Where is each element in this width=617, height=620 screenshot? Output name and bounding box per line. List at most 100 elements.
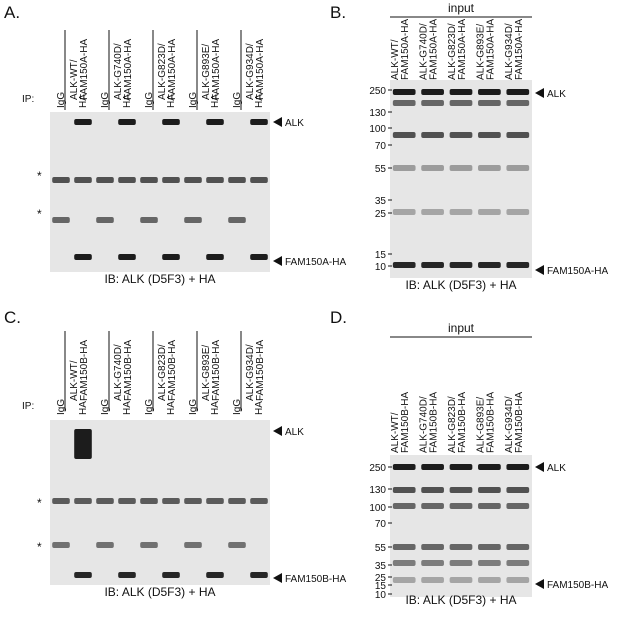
band <box>74 119 92 125</box>
lane-label: ALK-G823D/ <box>157 344 168 401</box>
band <box>506 100 530 106</box>
band <box>449 262 473 268</box>
lane-label: ALK-G740D/ <box>113 344 124 401</box>
band <box>228 542 246 548</box>
ip-lane: IgG <box>232 399 243 415</box>
lane-label: FAM150A-HA <box>429 19 440 80</box>
lane-label: ALK-G893E/ <box>201 44 212 100</box>
band <box>392 132 416 138</box>
lane-label: FAM150B-HA <box>123 340 134 401</box>
band <box>162 572 180 578</box>
ip-lane: IgG <box>188 399 199 415</box>
band <box>506 544 530 550</box>
blot <box>390 80 532 278</box>
band <box>449 503 473 509</box>
band <box>206 572 224 578</box>
lane-label: FAM150A-HA <box>211 39 222 100</box>
ip-lane: HA <box>166 94 177 108</box>
star: * <box>37 496 42 510</box>
lane-label: FAM150B-HA <box>400 392 411 453</box>
ip-lane: HA <box>122 94 133 108</box>
ip-lane: IgG <box>100 92 111 108</box>
lane-label: FAM150A-HA <box>514 19 525 80</box>
lane-label: FAM150B-HA <box>79 340 90 401</box>
band <box>478 132 501 138</box>
band <box>478 262 501 268</box>
band <box>52 217 70 223</box>
band <box>421 487 444 493</box>
band <box>449 209 473 215</box>
lane-label: FAM150A-HA <box>457 19 468 80</box>
marker: 35 <box>375 196 387 207</box>
lane-label: FAM150A-HA <box>255 39 266 100</box>
band <box>250 119 268 125</box>
marker: 15 <box>375 581 387 592</box>
band <box>74 572 92 578</box>
lane-label: FAM150B-HA <box>457 392 468 453</box>
band <box>118 498 136 504</box>
lane-label: ALK-WT/ <box>69 360 80 401</box>
band <box>250 572 268 578</box>
band <box>421 89 444 95</box>
band <box>118 254 136 260</box>
band <box>228 177 246 183</box>
star: * <box>37 540 42 554</box>
band <box>421 132 444 138</box>
band <box>421 560 444 566</box>
band <box>392 165 416 171</box>
lane-label: ALK-WT/ <box>69 59 80 100</box>
band <box>184 498 202 504</box>
marker: 130 <box>369 108 386 119</box>
band <box>162 498 180 504</box>
lane-label: ALK-G740D/ <box>419 23 430 80</box>
ip-lane: IgG <box>144 399 155 415</box>
lane-label: ALK-G823D/ <box>157 43 168 100</box>
band <box>449 577 473 583</box>
ip-lane: HA <box>78 94 89 108</box>
band <box>206 498 224 504</box>
band <box>140 217 158 223</box>
marker: 250 <box>369 86 386 97</box>
band <box>206 119 224 125</box>
band <box>206 254 224 260</box>
arrowhead <box>273 117 282 127</box>
lane-label: ALK-G934D/ <box>504 396 515 453</box>
band <box>449 89 473 95</box>
ip-lane: IgG <box>144 92 155 108</box>
marker: 35 <box>375 561 387 572</box>
panel-label: B. <box>330 3 346 22</box>
marker: 70 <box>375 141 387 152</box>
marker: 70 <box>375 519 387 530</box>
lane-label: FAM150A-HA <box>79 39 90 100</box>
band <box>392 209 416 215</box>
lane-label: ALK-WT/ <box>390 412 401 453</box>
band <box>74 254 92 260</box>
band <box>449 100 473 106</box>
header: input <box>448 1 475 15</box>
panel-label: A. <box>4 3 20 22</box>
lane-label: ALK-G823D/ <box>447 396 458 453</box>
band <box>96 177 114 183</box>
band <box>228 498 246 504</box>
band <box>96 542 114 548</box>
star: * <box>37 169 42 183</box>
arrowhead <box>535 462 544 472</box>
ip-lane: IgG <box>100 399 111 415</box>
blot <box>390 455 532 597</box>
band-label: ALK <box>285 118 304 129</box>
lane-label: ALK-WT/ <box>390 39 401 80</box>
band <box>449 464 473 470</box>
ip-lane: HA <box>210 94 221 108</box>
band <box>478 544 501 550</box>
band <box>74 429 92 459</box>
lane-label: ALK-G740D/ <box>113 43 124 100</box>
caption: IB: ALK (D5F3) + HA <box>405 593 516 607</box>
lane-label: ALK-G934D/ <box>245 43 256 100</box>
band <box>506 209 530 215</box>
band <box>421 503 444 509</box>
lane-label: FAM150B-HA <box>429 392 440 453</box>
caption: IB: ALK (D5F3) + HA <box>104 272 215 286</box>
lane-label: ALK-G893E/ <box>475 24 486 80</box>
band-label: FAM150A-HA <box>547 266 608 277</box>
band <box>184 542 202 548</box>
